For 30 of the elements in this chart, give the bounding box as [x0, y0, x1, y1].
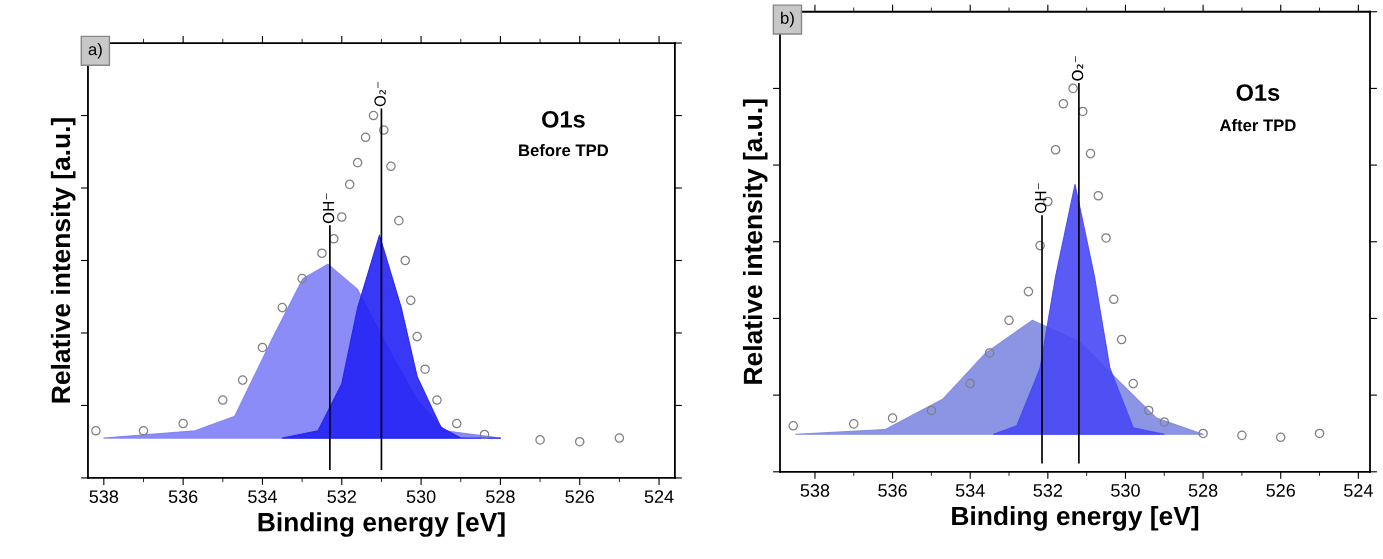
- text: b): [781, 11, 794, 28]
- x-tick-label: 530: [1111, 484, 1140, 497]
- x-tick-label: 532: [327, 490, 356, 504]
- x-tick-label: 534: [955, 484, 985, 497]
- x-tick-label: 524: [1344, 484, 1373, 497]
- annotation: O1s: [1236, 84, 1280, 101]
- ref-line-label: O₂⁻: [1071, 56, 1084, 81]
- x-tick-label: 538: [800, 484, 830, 497]
- x-tick-label: 526: [565, 490, 594, 504]
- x-tick-label: 536: [168, 490, 198, 504]
- x-tick-label: 526: [1266, 484, 1295, 497]
- annotation: O1s: [542, 110, 585, 128]
- x-tick-label: 524: [644, 490, 674, 504]
- x-axis-title: Binding energy [eV]: [952, 505, 1199, 531]
- x-tick-label: 532: [1033, 484, 1062, 497]
- x-tick-label: 530: [406, 490, 436, 504]
- y-axis-title: Relative intensity [a.u.]: [742, 99, 768, 384]
- annotation: Before TPD: [519, 144, 609, 157]
- x-tick-label: 536: [878, 484, 907, 497]
- x-tick-label: 538: [89, 490, 119, 504]
- text: a): [88, 43, 102, 59]
- annotation: After TPD: [1219, 118, 1296, 132]
- ref-line-label: OH⁻: [322, 193, 335, 224]
- ref-line-label: OH⁻: [1034, 183, 1047, 214]
- x-tick-label: 528: [486, 490, 515, 504]
- x-axis-title: Binding energy [eV]: [258, 512, 505, 537]
- y-axis-title: Relative intensity [a.u.]: [50, 118, 76, 403]
- ref-line-label: O₂⁻: [374, 81, 386, 107]
- x-tick-label: 528: [1188, 484, 1218, 497]
- x-tick-label: 534: [248, 490, 277, 504]
